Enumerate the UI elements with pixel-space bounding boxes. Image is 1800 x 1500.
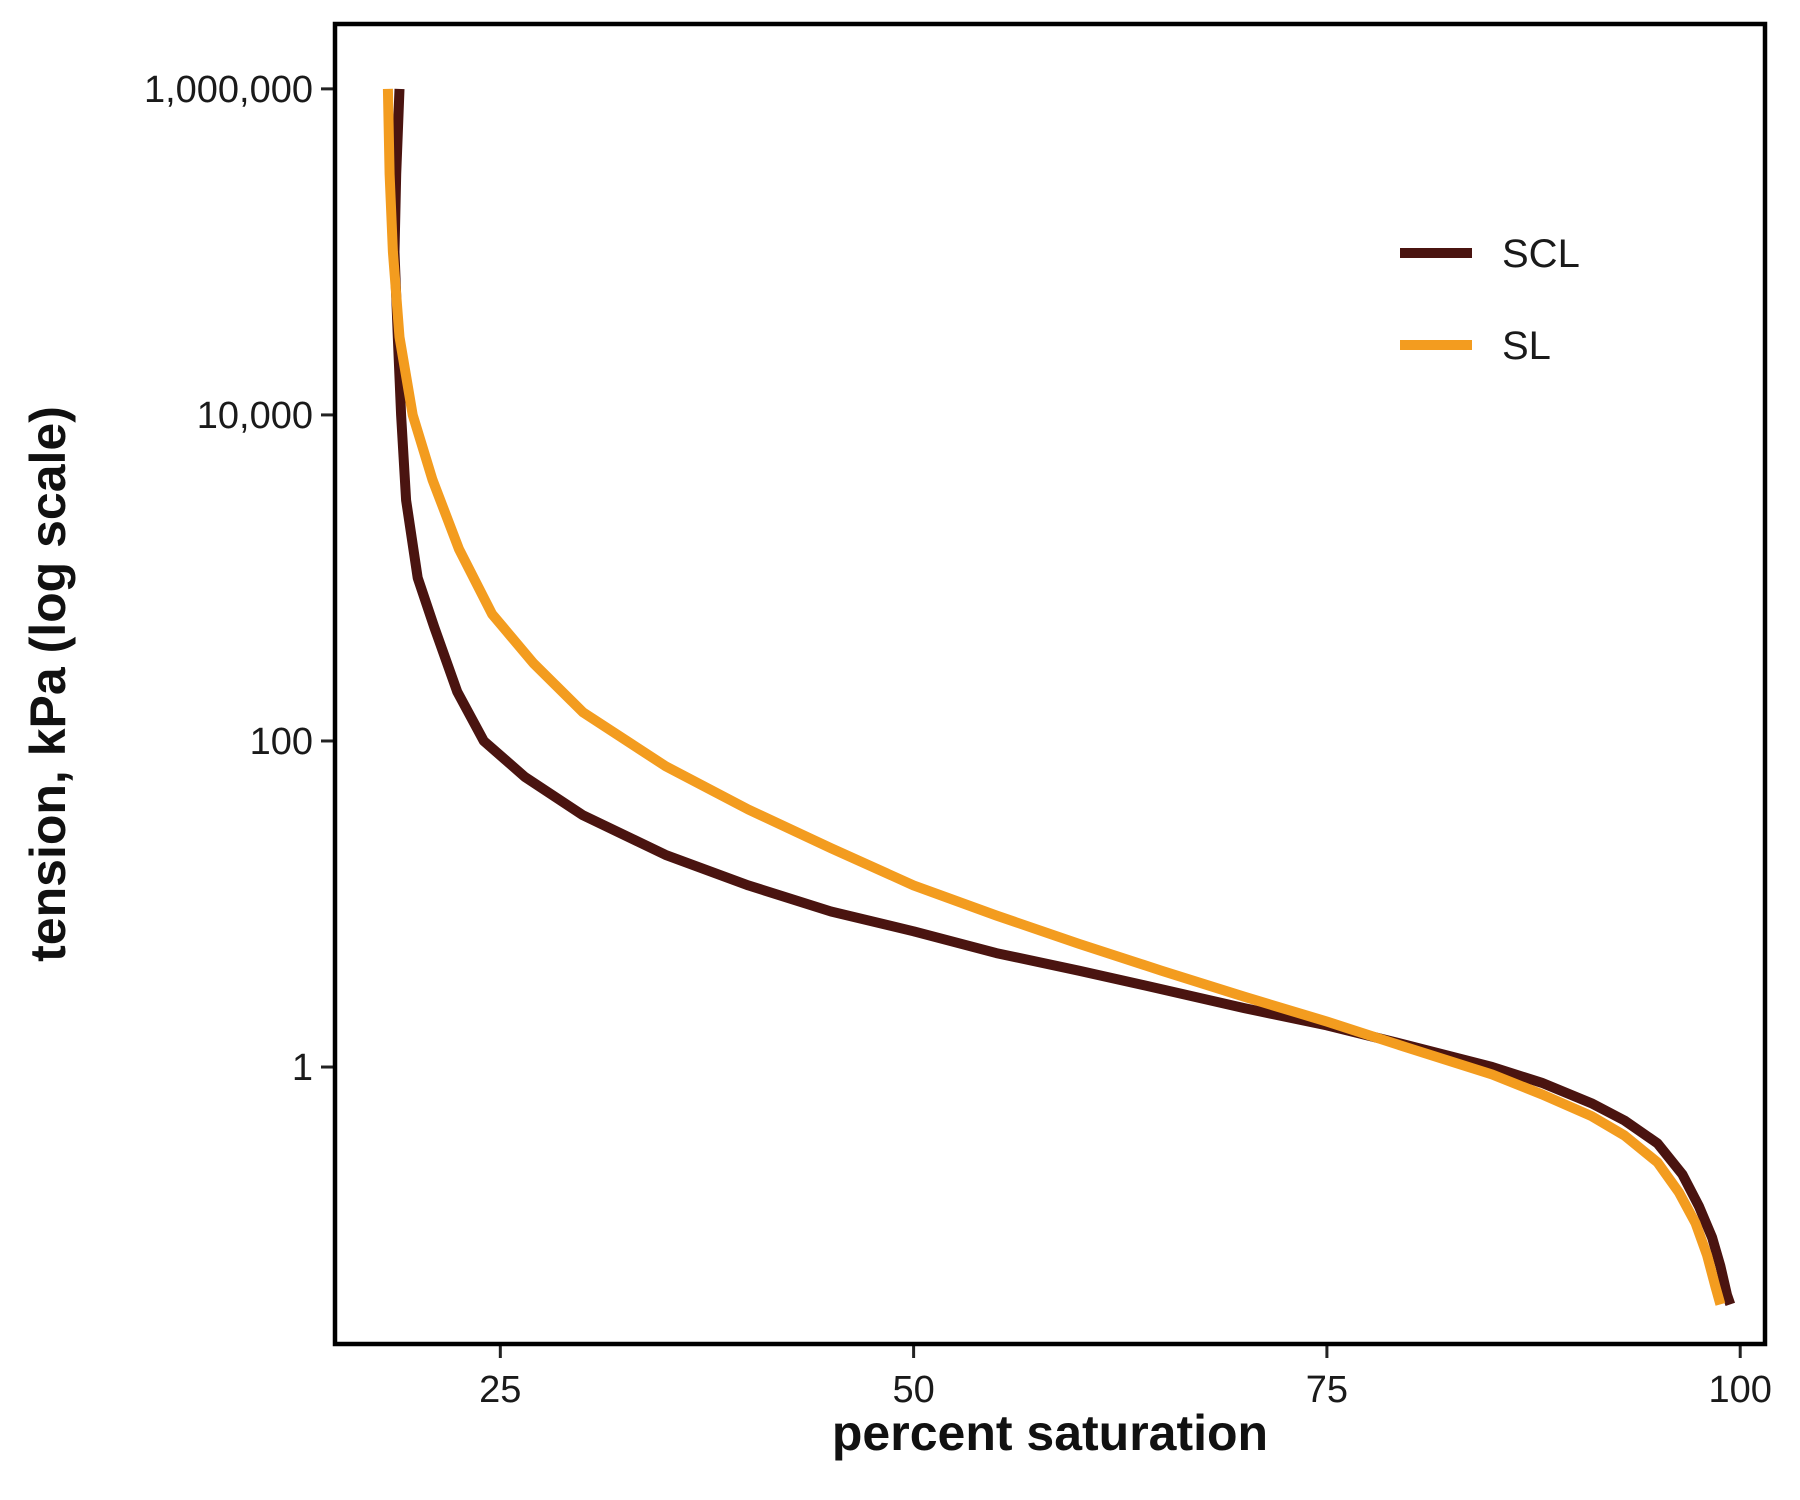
- legend-label-scl: SCL: [1502, 232, 1580, 276]
- y-axis-title: tension, kPa (log scale): [20, 406, 76, 962]
- y-tick-label: 10,000: [197, 395, 313, 437]
- x-tick-label: 25: [479, 1369, 521, 1411]
- y-tick-label: 100: [250, 721, 313, 763]
- series-layer: [382, 88, 1736, 1307]
- x-axis: 25 50 75 100: [479, 1344, 1772, 1411]
- y-tick-label: 1,000,000: [144, 69, 313, 111]
- x-tick-label: 75: [1306, 1369, 1348, 1411]
- series-line-sl: [382, 88, 1726, 1306]
- x-tick-label: 100: [1708, 1369, 1771, 1411]
- y-axis: 1 100 10,000 1,000,000: [144, 69, 335, 1089]
- legend-label-sl: SL: [1502, 324, 1551, 368]
- x-axis-title: percent saturation: [832, 1405, 1268, 1461]
- x-tick-label: 50: [892, 1369, 934, 1411]
- y-tick-label: 1: [292, 1047, 313, 1089]
- series-line-scl: [389, 88, 1736, 1307]
- plot-frame: [332, 21, 1768, 1347]
- legend: SCL SL: [1400, 232, 1580, 368]
